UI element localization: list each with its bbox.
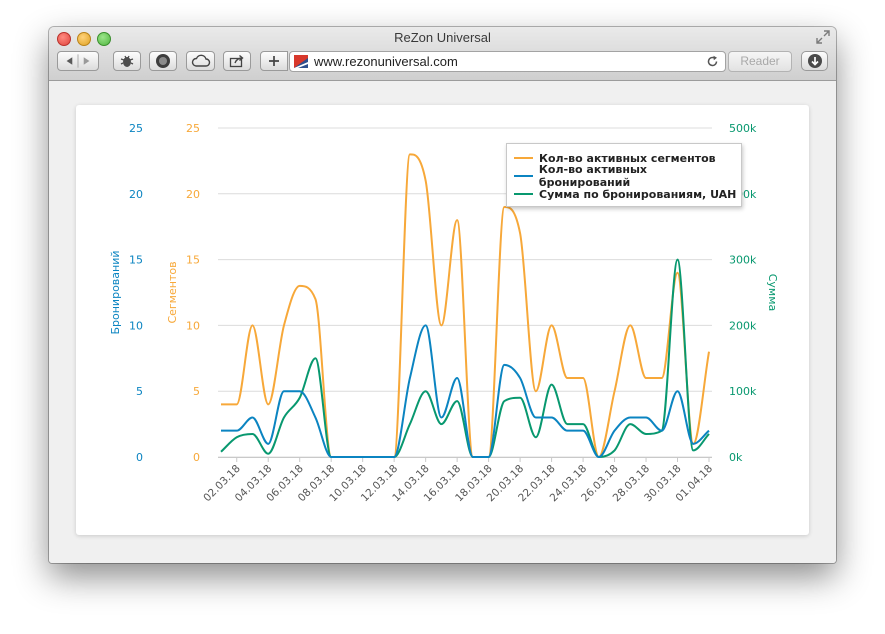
- y-tick-label-sum: 200k: [729, 319, 757, 332]
- y-tick-label-sum: 0k: [729, 451, 743, 464]
- forward-icon[interactable]: [83, 57, 90, 65]
- download-icon: [807, 54, 822, 68]
- reload-icon[interactable]: [706, 55, 719, 68]
- y-tick-label-segments: 15: [186, 254, 200, 267]
- y-axis-title-bookings: Бронирований: [109, 250, 122, 334]
- y-tick-label-bookings: 0: [136, 451, 143, 464]
- series-line-bookings[interactable]: [220, 324, 710, 458]
- y-tick-label-bookings: 5: [136, 385, 143, 398]
- new-tab-button[interactable]: [260, 51, 288, 71]
- window-title: ReZon Universal: [394, 30, 491, 45]
- reader-button[interactable]: Reader: [728, 51, 792, 72]
- chart-card: 0 0 0k 5 5 100k 10 10 200k 15 15 300k 20 20 400k 25 25 50…: [76, 105, 809, 535]
- url-text: www.rezonuniversal.com: [314, 54, 458, 69]
- record-icon: [156, 54, 170, 68]
- minimize-window-button[interactable]: [77, 32, 91, 46]
- address-bar[interactable]: www.rezonuniversal.com: [289, 51, 726, 72]
- cloud-button[interactable]: [186, 51, 215, 71]
- zoom-window-button[interactable]: [97, 32, 111, 46]
- cloud-icon: [191, 54, 210, 67]
- back-forward-group: [57, 51, 99, 71]
- title-bar: ReZon Universal: [49, 27, 836, 81]
- y-tick-label-bookings: 20: [129, 188, 143, 201]
- y-tick-label-bookings: 15: [129, 254, 143, 267]
- y-tick-label-segments: 5: [193, 385, 200, 398]
- y-tick-label-bookings: 25: [129, 122, 143, 135]
- legend-label-sum: Сумма по бронированиям, UAH: [539, 187, 737, 201]
- y-tick-label-sum: 300k: [729, 254, 757, 267]
- y-tick-label-sum: 100k: [729, 385, 757, 398]
- record-button[interactable]: [149, 51, 177, 71]
- downloads-button[interactable]: [801, 51, 828, 71]
- y-tick-label-segments: 25: [186, 122, 200, 135]
- y-tick-label-bookings: 10: [129, 319, 143, 332]
- back-icon[interactable]: [66, 57, 73, 65]
- legend-item-sum[interactable]: Сумма по бронированиям, UAH: [514, 185, 741, 203]
- legend-swatch-segments: [514, 157, 533, 159]
- share-icon: [229, 54, 244, 68]
- browser-window: ReZon Universal: [49, 27, 836, 563]
- series-line-segments[interactable]: [221, 153, 710, 458]
- legend-item-segments[interactable]: Кол-во активных сегментов: [514, 149, 741, 167]
- legend-swatch-bookings: [514, 175, 533, 177]
- share-button[interactable]: [223, 51, 251, 71]
- y-axis-title-sum: Сумма: [766, 274, 779, 312]
- fullscreen-icon[interactable]: [816, 30, 830, 44]
- legend-label-bookings: Кол-во активных бронирований: [538, 163, 647, 189]
- y-tick-label-sum: 500k: [729, 122, 757, 135]
- page-content: 0 0 0k 5 5 100k 10 10 200k 15 15 300k 20 20 400k 25 25 50…: [49, 81, 836, 563]
- y-axis-title-segments: Сегментов: [166, 261, 179, 323]
- legend-swatch-sum: [514, 193, 533, 195]
- y-tick-label-segments: 0: [193, 451, 200, 464]
- y-tick-label-segments: 10: [186, 319, 200, 332]
- bug-button[interactable]: [113, 51, 141, 71]
- legend-label-segments: Кол-во активных сегментов: [539, 151, 716, 165]
- legend-item-bookings[interactable]: Кол-во активных бронирований: [514, 163, 741, 189]
- close-window-button[interactable]: [57, 32, 71, 46]
- chart-legend: Кол-во активных сегментов Кол-во активны…: [506, 143, 742, 207]
- plus-icon: [269, 56, 279, 66]
- y-tick-label-segments: 20: [186, 188, 200, 201]
- bug-icon: [120, 55, 134, 67]
- site-favicon: [294, 55, 308, 68]
